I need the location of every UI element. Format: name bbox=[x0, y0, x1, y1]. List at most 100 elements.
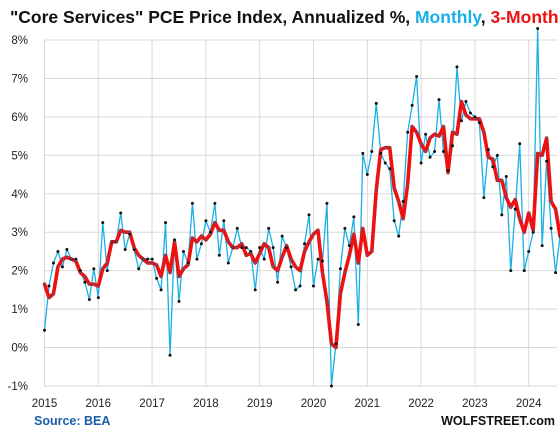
data-point-3-month bbox=[182, 267, 185, 270]
data-point-monthly bbox=[491, 165, 495, 169]
data-point-3-month bbox=[523, 231, 526, 234]
data-point-monthly bbox=[150, 257, 154, 261]
data-point-monthly bbox=[397, 234, 401, 238]
y-tick-label: 3% bbox=[11, 227, 28, 239]
data-point-monthly bbox=[540, 244, 544, 248]
x-tick-label: 2022 bbox=[408, 398, 434, 410]
data-point-monthly bbox=[379, 151, 383, 155]
data-point-3-month bbox=[541, 154, 544, 157]
data-point-3-month bbox=[384, 146, 387, 149]
data-point-monthly bbox=[208, 230, 212, 234]
data-point-3-month bbox=[464, 113, 468, 117]
data-point-3-month bbox=[168, 271, 172, 274]
data-point-monthly bbox=[240, 246, 244, 250]
data-point-3-month bbox=[222, 229, 225, 232]
title-main: "Core Services" PCE Price Index, Annuali… bbox=[10, 7, 415, 27]
data-point-3-month bbox=[195, 240, 199, 243]
data-point-monthly bbox=[294, 288, 298, 292]
data-point-monthly bbox=[495, 153, 499, 157]
data-point-3-month bbox=[406, 183, 409, 186]
data-point-3-month bbox=[231, 246, 234, 249]
data-point-monthly bbox=[356, 322, 360, 326]
data-point-monthly bbox=[258, 246, 262, 250]
data-point-3-month bbox=[496, 179, 499, 182]
data-point-3-month bbox=[437, 135, 441, 138]
data-point-3-month bbox=[388, 146, 391, 149]
data-point-3-month bbox=[478, 117, 481, 120]
data-point-monthly bbox=[204, 219, 208, 223]
data-point-3-month bbox=[473, 117, 476, 120]
data-point-3-month bbox=[545, 136, 548, 140]
data-point-monthly bbox=[280, 234, 284, 238]
data-point-3-month bbox=[446, 171, 450, 174]
data-point-monthly bbox=[320, 259, 324, 263]
data-point-monthly bbox=[195, 257, 199, 261]
data-point-monthly bbox=[428, 155, 432, 159]
data-point-monthly bbox=[312, 284, 315, 288]
data-point-monthly bbox=[424, 132, 428, 136]
data-point-monthly bbox=[500, 213, 504, 217]
y-tick-labels: -1% 0% 1% 2% 3% 4% 5% 6% 7% 8% bbox=[8, 35, 28, 393]
data-point-3-month bbox=[442, 125, 445, 128]
data-point-monthly bbox=[164, 221, 168, 225]
data-point-monthly bbox=[60, 265, 64, 269]
data-point-3-month bbox=[52, 292, 55, 295]
data-point-3-month bbox=[209, 233, 212, 236]
data-point-monthly bbox=[213, 201, 217, 205]
data-point-3-month bbox=[249, 252, 252, 255]
data-point-3-month bbox=[334, 346, 338, 349]
data-point-3-month bbox=[527, 211, 530, 215]
data-point-monthly bbox=[554, 271, 558, 275]
data-point-monthly bbox=[249, 249, 253, 253]
data-point-monthly bbox=[298, 284, 302, 288]
data-point-monthly bbox=[486, 148, 490, 152]
data-point-3-month bbox=[173, 240, 176, 243]
data-point-monthly bbox=[105, 269, 109, 273]
data-point-monthly bbox=[383, 161, 387, 165]
data-point-monthly bbox=[186, 261, 190, 265]
data-point-monthly bbox=[388, 167, 392, 171]
data-point-3-month bbox=[532, 229, 535, 232]
data-point-3-month bbox=[411, 125, 414, 128]
data-point-3-month bbox=[321, 271, 324, 274]
data-point-monthly bbox=[159, 288, 163, 292]
data-point-3-month bbox=[469, 117, 472, 120]
data-point-3-month bbox=[307, 240, 311, 243]
data-point-monthly bbox=[43, 328, 46, 332]
data-point-monthly bbox=[222, 219, 226, 223]
data-point-3-month bbox=[137, 254, 140, 257]
data-point-3-month bbox=[514, 198, 517, 201]
data-point-3-month bbox=[142, 258, 145, 261]
data-point-3-month bbox=[330, 342, 333, 345]
data-point-3-month bbox=[366, 254, 369, 257]
data-point-3-month bbox=[218, 229, 221, 232]
data-point-monthly bbox=[504, 174, 508, 178]
data-point-3-month bbox=[433, 133, 436, 136]
data-point-monthly bbox=[262, 257, 266, 261]
data-points bbox=[43, 26, 560, 388]
data-point-monthly bbox=[482, 196, 486, 200]
x-tick-label: 2021 bbox=[355, 398, 381, 410]
data-point-monthly bbox=[365, 173, 369, 177]
data-point-3-month bbox=[487, 156, 490, 159]
data-point-monthly bbox=[181, 249, 185, 253]
data-point-monthly bbox=[276, 280, 280, 284]
data-point-3-month bbox=[177, 275, 181, 278]
data-point-3-month bbox=[133, 246, 136, 249]
y-tick-label: 1% bbox=[11, 304, 28, 316]
data-point-3-month bbox=[357, 261, 360, 265]
data-point-monthly bbox=[509, 269, 513, 273]
data-point-3-month bbox=[276, 269, 279, 272]
data-point-monthly bbox=[370, 149, 374, 153]
x-tick-label: 2017 bbox=[139, 398, 165, 410]
data-point-3-month bbox=[240, 242, 243, 245]
data-point-3-month bbox=[500, 179, 503, 182]
data-point-3-month bbox=[267, 246, 270, 249]
data-point-3-month bbox=[509, 206, 512, 209]
data-point-monthly bbox=[226, 261, 230, 265]
source-label: Source: BEA bbox=[34, 414, 110, 428]
data-point-3-month bbox=[151, 261, 154, 265]
data-point-monthly bbox=[527, 249, 531, 253]
data-point-monthly bbox=[374, 101, 378, 105]
data-point-3-month bbox=[455, 133, 459, 136]
